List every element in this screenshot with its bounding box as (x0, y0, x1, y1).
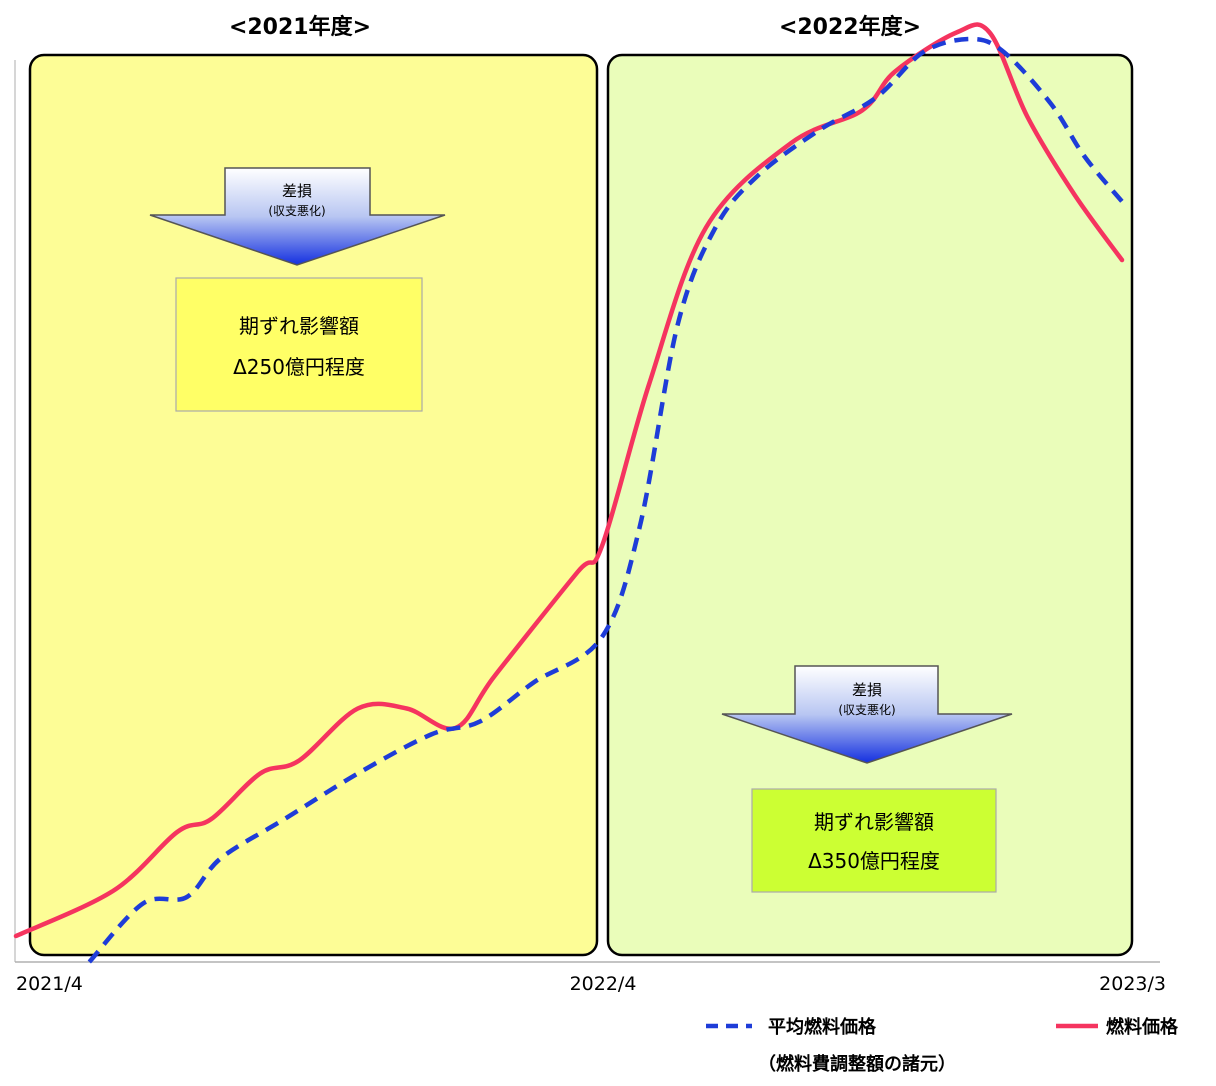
legend-label-fuel-price: 燃料価格 (1106, 1016, 1179, 1038)
impact-box (175, 277, 423, 412)
legend-label-average-fuel-price: 平均燃料価格 (768, 1016, 877, 1038)
legend: 平均燃料価格 燃料価格 （燃料費調整額の諸元） (706, 1016, 1179, 1075)
impact-box-line2: Δ350億円程度 (808, 849, 940, 873)
impact-box-line1: 期ずれ影響額 (814, 810, 934, 834)
loss-arrow-icon (149, 167, 446, 266)
period-title-2021: <2021年度> (229, 14, 371, 40)
arrow-sublabel: (収支悪化) (268, 204, 325, 218)
loss-arrow-icon (721, 665, 1013, 764)
arrow-label: 差損 (852, 681, 882, 699)
impact-box-line1: 期ずれ影響額 (239, 314, 359, 338)
series-line-average-fuel-price (87, 36, 1124, 964)
arrow-sublabel: (収支悪化) (838, 703, 895, 717)
period-title-2022: <2022年度> (779, 14, 921, 40)
impact-box (751, 788, 997, 893)
series-line-fuel-price (13, 22, 1125, 939)
annotation-2021: 差損 (収支悪化) 期ずれ影響額 Δ250億円程度 (149, 167, 446, 412)
legend-note: （燃料費調整額の諸元） (758, 1053, 956, 1075)
impact-box-line2: Δ250億円程度 (233, 355, 365, 379)
x-tick-label: 2023/3 (1099, 973, 1166, 995)
x-tick-label: 2021/4 (16, 973, 83, 995)
x-tick-label: 2022/4 (570, 973, 637, 995)
arrow-label: 差損 (282, 182, 312, 200)
annotation-2022: 差損 (収支悪化) 期ずれ影響額 Δ350億円程度 (721, 665, 1013, 893)
period-panel-2022 (606, 53, 1134, 957)
